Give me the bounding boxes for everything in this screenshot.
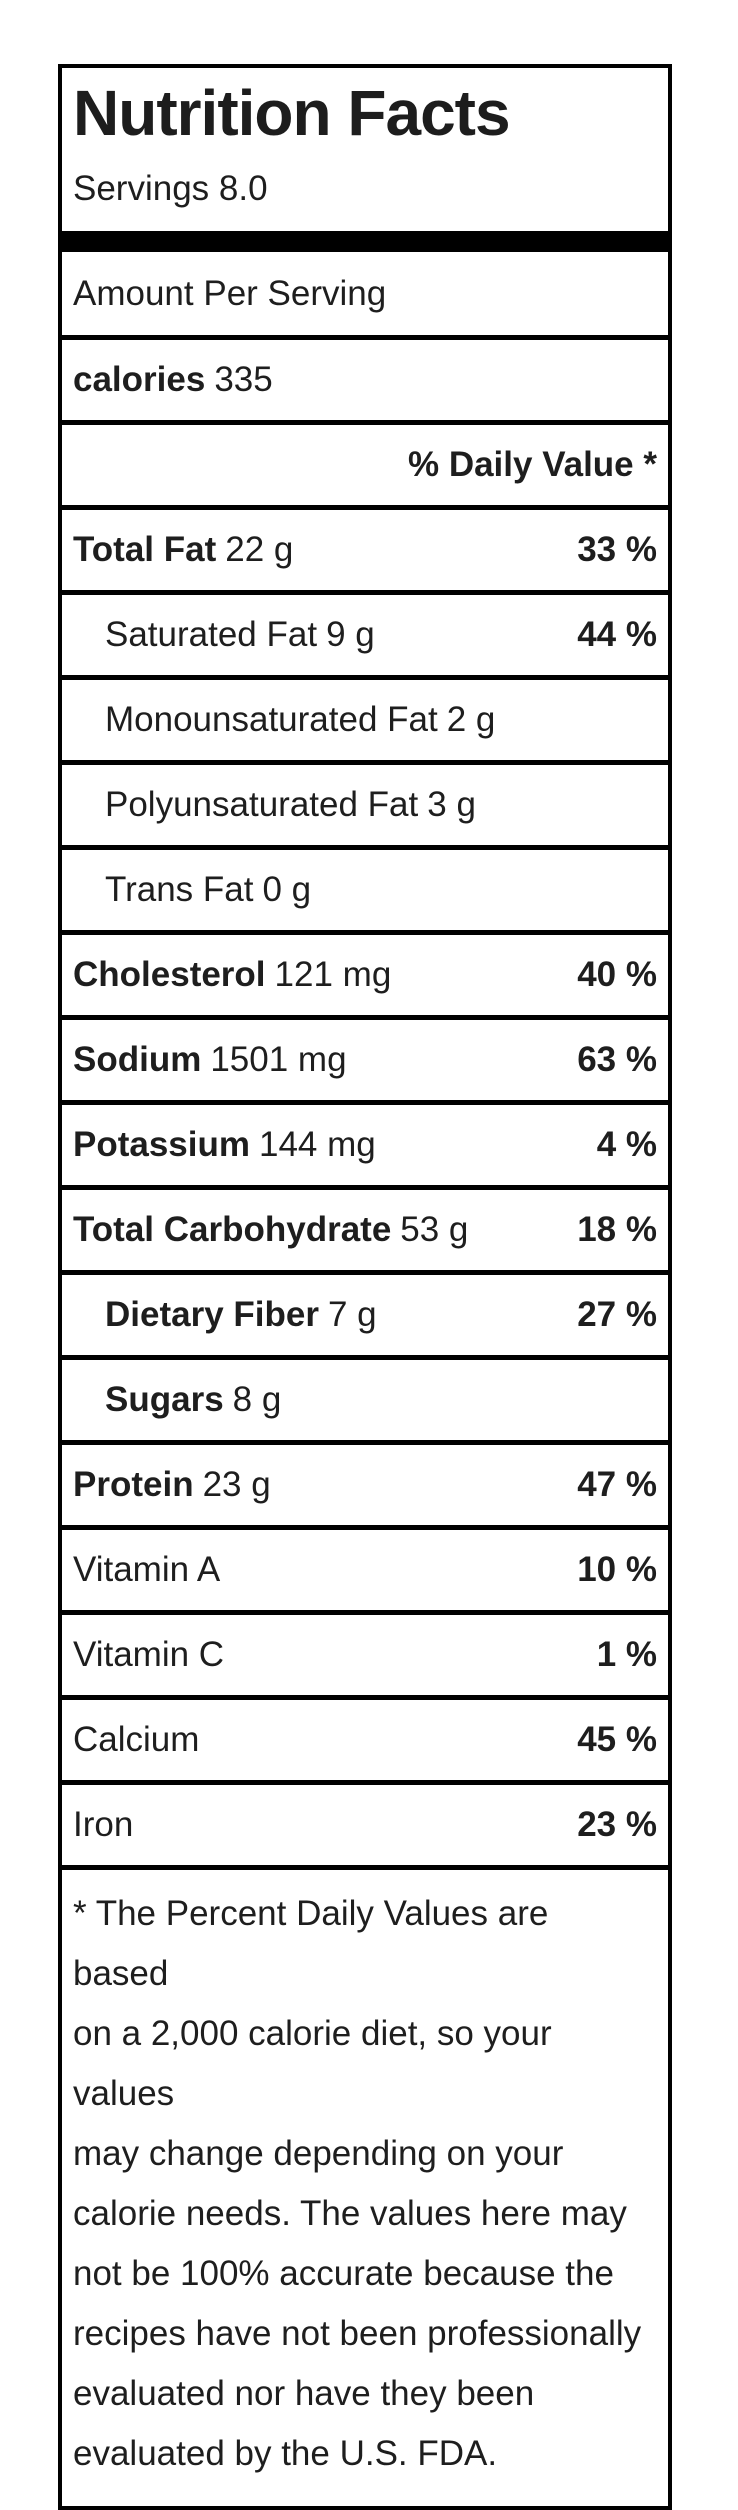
calories-value: 335: [214, 360, 273, 399]
nutrition-label: Nutrition Facts Servings 8.0 Amount Per …: [58, 64, 672, 2510]
page-title: Nutrition Facts: [73, 77, 511, 149]
nutrient-row: Calcium 45 %: [62, 1695, 668, 1780]
nutrient-name: Saturated Fat: [105, 615, 318, 654]
nutrient-name: Iron: [73, 1805, 134, 1844]
footnote: * The Percent Daily Values are based on a…: [62, 1865, 668, 2506]
nutrient-daily-value: 44 %: [577, 615, 657, 654]
nutrient-name: Total Fat: [73, 530, 217, 569]
nutrient-row: Polyunsaturated Fat 3 g: [62, 760, 668, 845]
nutrient-daily-value: 45 %: [577, 1720, 657, 1759]
nutrient-name: Protein: [73, 1465, 194, 1504]
nutrient-amount: 121 mg: [274, 955, 392, 994]
nutrient-name: Sugars: [105, 1380, 224, 1419]
footnote-line: calorie needs. The values here may: [73, 2194, 627, 2233]
nutrient-name: Cholesterol: [73, 955, 266, 994]
nutrient-name: Trans Fat: [105, 870, 254, 909]
nutrient-daily-value: 47 %: [577, 1465, 657, 1504]
nutrient-amount: 23 g: [202, 1465, 271, 1504]
footnote-line: on a 2,000 calorie diet, so your values: [73, 2014, 552, 2113]
footnote-line: recipes have not been professionally: [73, 2314, 642, 2353]
servings-text: Servings 8.0: [73, 169, 268, 208]
nutrient-amount: 53 g: [400, 1210, 469, 1249]
nutrient-daily-value: 18 %: [577, 1210, 657, 1249]
nutrient-daily-value: 33 %: [577, 530, 657, 569]
nutrient-amount: 0 g: [262, 870, 312, 909]
nutrient-row: Dietary Fiber 7 g 27 %: [62, 1270, 668, 1355]
calories-label: calories: [73, 360, 206, 399]
nutrient-amount: 9 g: [326, 615, 375, 654]
nutrient-row: Vitamin A 10 %: [62, 1525, 668, 1610]
nutrient-amount: 8 g: [232, 1380, 282, 1419]
nutrient-daily-value: 63 %: [577, 1040, 657, 1079]
footnote-line: may change depending on your: [73, 2134, 564, 2173]
nutrient-daily-value: 23 %: [577, 1805, 657, 1844]
nutrient-row: Vitamin C 1 %: [62, 1610, 668, 1695]
nutrient-amount: 144 mg: [259, 1125, 376, 1164]
nutrient-daily-value: 1 %: [596, 1635, 657, 1674]
nutrient-name: Dietary Fiber: [105, 1295, 319, 1334]
nutrient-row: Trans Fat 0 g: [62, 845, 668, 930]
nutrient-row: Total Carbohydrate 53 g 18 %: [62, 1185, 668, 1270]
footnote-line: * The Percent Daily Values are based: [73, 1894, 549, 1993]
nutrient-row: Cholesterol 121 mg 40 %: [62, 930, 668, 1015]
nutrient-row: Monounsaturated Fat 2 g: [62, 675, 668, 760]
thick-divider-bar: [62, 231, 668, 252]
nutrient-row: Saturated Fat 9 g 44 %: [62, 590, 668, 675]
nutrient-row: Potassium 144 mg 4 %: [62, 1100, 668, 1185]
nutrient-name: Monounsaturated Fat: [105, 700, 438, 739]
amount-per-serving-row: Amount Per Serving: [62, 252, 668, 335]
nutrient-daily-value: 27 %: [577, 1295, 657, 1334]
nutrient-amount: 7 g: [327, 1295, 377, 1334]
nutrient-row: Protein 23 g 47 %: [62, 1440, 668, 1525]
nutrient-name: Calcium: [73, 1720, 200, 1759]
nutrient-rows: Total Fat 22 g 33 % Saturated Fat 9 g 44 %…: [62, 505, 668, 1865]
nutrient-amount: 22 g: [225, 530, 294, 569]
nutrient-row: Iron 23 %: [62, 1780, 668, 1865]
nutrient-daily-value: 10 %: [577, 1550, 657, 1589]
label-header: Nutrition Facts Servings 8.0: [62, 68, 668, 231]
nutrient-row: Sodium 1501 mg 63 %: [62, 1015, 668, 1100]
nutrient-name: Vitamin C: [73, 1635, 225, 1674]
nutrient-amount: 1501 mg: [210, 1040, 347, 1079]
nutrient-daily-value: 40 %: [577, 955, 657, 994]
nutrient-name: Total Carbohydrate: [73, 1210, 392, 1249]
daily-value-header-row: % Daily Value *: [62, 420, 668, 505]
daily-value-header: % Daily Value *: [407, 445, 657, 484]
nutrient-row: Total Fat 22 g 33 %: [62, 505, 668, 590]
nutrient-name: Polyunsaturated Fat: [105, 785, 419, 824]
nutrient-amount: 2 g: [446, 700, 496, 739]
nutrient-daily-value: 4 %: [596, 1125, 657, 1164]
nutrient-name: Vitamin A: [73, 1550, 221, 1589]
amount-per-serving-label: Amount Per Serving: [73, 273, 387, 313]
calories-row: calories 335: [62, 335, 668, 420]
footnote-line: evaluated nor have they been: [73, 2374, 535, 2413]
nutrient-name: Potassium: [73, 1125, 250, 1164]
nutrient-row: Sugars 8 g: [62, 1355, 668, 1440]
footnote-line: not be 100% accurate because the: [73, 2254, 614, 2293]
footnote-line: evaluated by the U.S. FDA.: [73, 2434, 498, 2473]
nutrient-name: Sodium: [73, 1040, 202, 1079]
nutrient-amount: 3 g: [427, 785, 476, 824]
